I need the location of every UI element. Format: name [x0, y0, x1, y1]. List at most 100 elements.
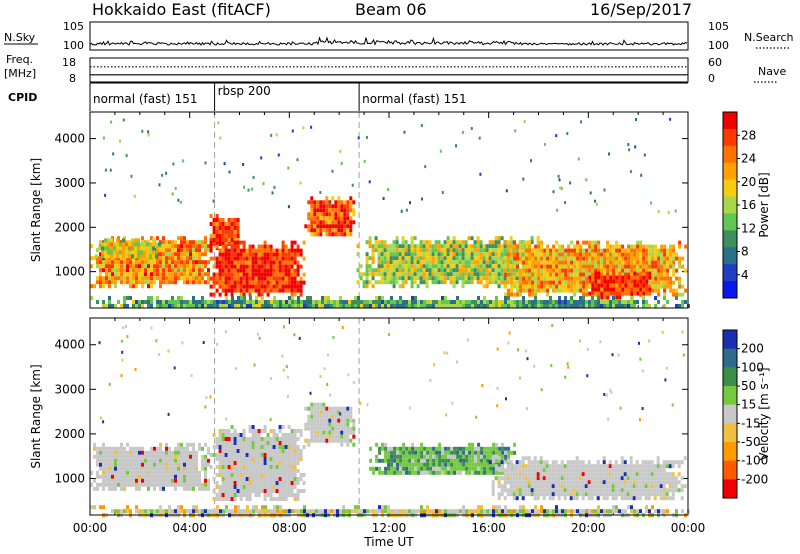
power-cell — [648, 248, 652, 253]
velocity-cell — [599, 484, 603, 489]
velocity-cell — [545, 488, 549, 493]
velocity-cell — [251, 453, 255, 457]
power-cell — [651, 280, 655, 285]
power-cell — [183, 248, 186, 253]
velocity-cell — [453, 462, 457, 467]
velocity-cell — [426, 470, 430, 475]
velocity-cell — [171, 458, 174, 463]
power-cell — [392, 272, 396, 277]
power-cell — [198, 248, 201, 253]
power-cell — [231, 304, 234, 308]
power-cell — [183, 264, 186, 269]
velocity-cell — [189, 458, 192, 463]
power-cell — [480, 300, 483, 304]
power-cell — [371, 260, 375, 265]
velocity-cell — [171, 466, 174, 471]
velocity-cell — [617, 468, 621, 473]
power-cell — [564, 260, 568, 265]
velocity-cell — [132, 478, 135, 483]
power-cell — [603, 268, 607, 273]
power-cell — [366, 300, 369, 304]
velocity-cell — [99, 458, 102, 463]
velocity-cell — [269, 481, 273, 485]
velocity-cell — [509, 460, 513, 465]
velocity-cell — [233, 433, 237, 437]
power-cell — [489, 300, 492, 304]
velocity-cell — [96, 454, 99, 459]
power-cell — [645, 252, 649, 257]
power-cell — [580, 120, 582, 124]
velocity-cell — [307, 414, 311, 419]
power-cell — [251, 244, 255, 249]
velocity-cell — [328, 426, 332, 431]
velocity-cell — [275, 441, 279, 445]
power-cell — [531, 272, 535, 277]
power-cell — [299, 252, 303, 257]
velocity-cell — [278, 473, 282, 477]
velocity-cell — [171, 482, 174, 487]
velocity-cell — [114, 470, 117, 475]
power-cell — [333, 304, 336, 308]
power-cell — [513, 248, 517, 253]
power-cell — [224, 284, 228, 289]
power-cell — [212, 238, 216, 242]
velocity-cell — [387, 454, 391, 459]
power-cell — [123, 272, 126, 277]
velocity-cell — [426, 462, 430, 467]
velocity-cell — [108, 450, 111, 455]
power-cell — [405, 300, 408, 304]
power-cell — [368, 236, 372, 241]
velocity-ytick-label: 3000 — [54, 382, 85, 396]
power-cell — [337, 232, 341, 237]
velocity-cell — [524, 464, 528, 469]
power-cell — [198, 252, 201, 257]
velocity-cell — [500, 488, 504, 493]
power-cell — [615, 272, 619, 277]
velocity-cell — [239, 469, 243, 473]
power-cell — [227, 272, 231, 277]
power-cell — [162, 268, 165, 273]
velocity-cell — [135, 446, 138, 451]
velocity-cell — [111, 474, 114, 479]
velocity-cell — [260, 461, 264, 465]
velocity-cell — [542, 496, 546, 501]
velocity-cell — [584, 484, 588, 489]
velocity-cell — [605, 496, 609, 501]
power-cell — [657, 276, 661, 281]
power-cell — [552, 276, 556, 281]
power-cell — [497, 236, 501, 241]
power-cell — [449, 268, 453, 273]
power-colorbar-tick-label: 8 — [741, 245, 749, 259]
velocity-cell — [132, 462, 135, 467]
power-cell — [245, 288, 249, 293]
velocity-cell — [224, 493, 228, 497]
power-cell — [503, 248, 507, 253]
velocity-cell — [242, 489, 246, 493]
velocity-cell — [120, 466, 123, 471]
velocity-cell — [180, 454, 183, 459]
power-cell — [162, 272, 165, 277]
power-cell — [183, 252, 186, 257]
velocity-cell — [209, 465, 213, 469]
power-cell — [230, 268, 234, 273]
velocity-cell — [491, 480, 495, 485]
power-cell — [407, 272, 411, 277]
velocity-cell — [491, 456, 495, 461]
velocity-cell — [293, 493, 297, 497]
power-cell — [116, 254, 119, 259]
velocity-cell — [162, 474, 165, 479]
power-cell — [236, 226, 240, 230]
velocity-cell — [596, 488, 600, 493]
velocity-cell — [596, 484, 600, 489]
velocity-cell — [123, 482, 126, 487]
power-cell — [383, 272, 387, 277]
power-cell — [352, 220, 356, 225]
power-cell — [398, 244, 402, 249]
power-cell — [557, 174, 560, 178]
velocity-cell — [218, 489, 222, 493]
power-cell — [585, 178, 588, 182]
velocity-cell — [313, 426, 317, 431]
velocity-cell — [515, 468, 519, 473]
velocity-cell — [281, 461, 285, 465]
